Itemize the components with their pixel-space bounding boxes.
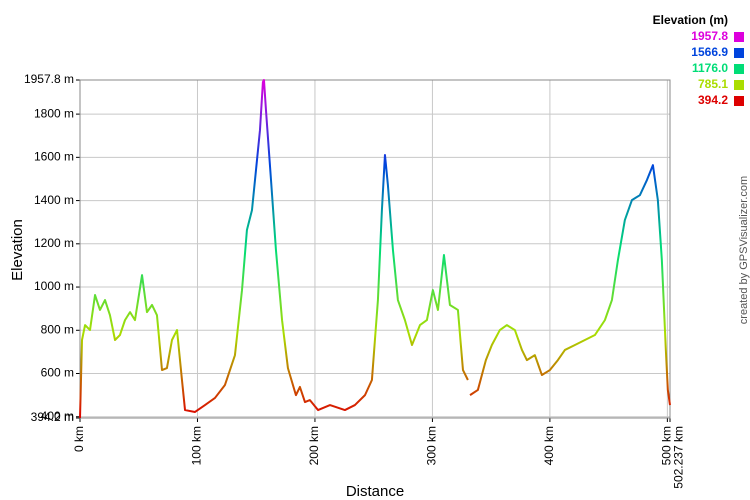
plot-frame <box>79 79 671 419</box>
y-tick-label: 600 m <box>41 366 74 380</box>
y-tick-label: 1800 m <box>34 106 74 120</box>
y-tick-label: 1400 m <box>34 193 74 207</box>
x-tick-label: 0 km <box>72 426 86 452</box>
legend-swatch <box>734 48 744 58</box>
elevation-line <box>79 79 671 419</box>
legend-swatch <box>734 64 744 74</box>
y-axis-title: Elevation <box>9 219 26 281</box>
legend-label: 785.1 <box>698 77 728 91</box>
legend-label: 1957.8 <box>691 29 728 43</box>
x-tick-label: 400 km <box>542 426 556 465</box>
y-tick-label: 1957.8 m <box>24 72 74 86</box>
legend-label: 1566.9 <box>691 45 728 59</box>
y-tick-label: 1200 m <box>34 236 74 250</box>
legend-label: 1176.0 <box>692 61 728 75</box>
x-tick-label: 500 km <box>660 426 674 465</box>
y-tick-label: 1000 m <box>34 279 74 293</box>
x-axis-title: Distance <box>346 483 404 500</box>
y-tick-label: 1600 m <box>34 150 74 164</box>
legend-title: Elevation (m) <box>653 13 728 27</box>
x-tick-label: 100 km <box>190 426 204 465</box>
x-tick-label: 300 km <box>425 426 439 465</box>
y-tick-label: 800 m <box>41 322 74 336</box>
credit: created by GPSVisualizer.com <box>738 176 750 324</box>
legend-swatch <box>734 80 744 90</box>
legend-swatch <box>734 96 744 106</box>
y-tick-label: 394.2 m <box>31 410 74 424</box>
y-tick-label: 400 m <box>41 409 74 423</box>
legend-swatch <box>734 32 744 42</box>
x-tick-label: 200 km <box>307 426 321 465</box>
x-tick-label: 502.237 km <box>672 426 686 489</box>
legend-label: 394.2 <box>698 93 728 107</box>
